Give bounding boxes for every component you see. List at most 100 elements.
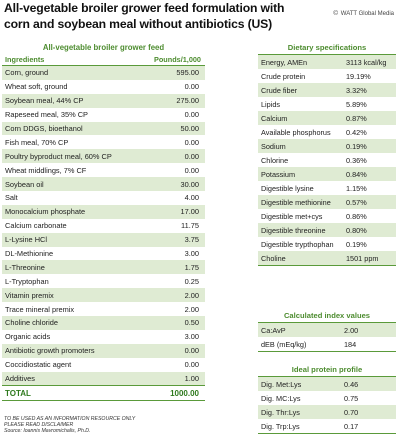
- row-value: 0.75: [344, 393, 359, 403]
- row-label: Poultry byproduct meal, 60% CP: [5, 151, 112, 161]
- row-label: Corn, ground: [5, 68, 49, 78]
- table-row: Choline 1501 ppm: [258, 251, 396, 265]
- table-row: Dig. Trp:Lys 0.17: [258, 419, 396, 433]
- table-row: Corn, ground 595.00: [2, 66, 205, 80]
- table-row: Rapeseed meal, 35% CP 0.00: [2, 108, 205, 122]
- row-label: Potassium: [261, 169, 296, 179]
- row-label: Antibiotic growth promoters: [5, 346, 95, 356]
- row-value: 0.00: [184, 110, 199, 120]
- table-row: Digestible methionine 0.57%: [258, 195, 396, 209]
- table-row: Chlorine 0.36%: [258, 153, 396, 167]
- table-row: Monocalcium phosphate 17.00: [2, 204, 205, 219]
- row-value: 0.46: [344, 379, 359, 389]
- row-value: 3113 kcal/kg: [346, 57, 387, 67]
- row-label: Wheat soft, ground: [5, 82, 68, 92]
- row-label: Calcium carbonate: [5, 221, 67, 231]
- index-heading: Calculated index values: [258, 311, 396, 323]
- row-label: Chlorine: [261, 155, 289, 165]
- col-ingredients: Ingredients: [5, 55, 45, 64]
- row-value: 0.17: [344, 421, 359, 431]
- table-row: Vitamin premix 2.00: [2, 288, 205, 303]
- row-label: dEB (mEq/kg): [261, 339, 307, 349]
- total-value: 1000.00: [170, 388, 199, 398]
- table-row: Dig. Thr:Lys 0.70: [258, 405, 396, 419]
- row-value: 0.70: [344, 407, 359, 417]
- row-value: 0.36%: [346, 155, 367, 165]
- row-label: Digestible methionine: [261, 197, 331, 207]
- table-row: Coccidiostatic agent 0.00: [2, 358, 205, 372]
- table-row: Calcium 0.87%: [258, 111, 396, 125]
- row-value: 1501 ppm: [346, 253, 379, 263]
- row-value: 3.32%: [346, 85, 367, 95]
- protein-heading: Ideal protein profile: [258, 365, 396, 377]
- protein-rows: Dig. Met:Lys 0.46 Dig. MC:Lys 0.75 Dig. Thr:…: [258, 377, 396, 434]
- row-value: 0.42%: [346, 127, 367, 137]
- row-value: 0.00: [184, 360, 199, 370]
- table-row: Additives 1.00: [2, 371, 205, 386]
- row-value: 0.00: [184, 137, 199, 147]
- row-label: Rapeseed meal, 35% CP: [5, 110, 88, 120]
- copyright-icon: ©: [333, 10, 339, 17]
- row-label: Corn DDGS, bioethanol: [5, 124, 83, 133]
- row-label: L-Threonine: [5, 262, 45, 272]
- table-row: dEB (mEq/kg) 184: [258, 337, 396, 351]
- table-row: Choline chloride 0.50: [2, 316, 205, 330]
- feed-table-heading: All-vegetable broiler grower feed: [42, 43, 165, 52]
- table-row: Available phosphorus 0.42%: [258, 125, 396, 139]
- row-value: 275.00: [176, 96, 199, 106]
- row-value: 5.89%: [346, 99, 367, 109]
- col-pounds: Pounds/1,000: [153, 55, 201, 64]
- row-label: DL-Methionine: [5, 249, 54, 259]
- feed-rows: Corn, ground 595.00 Wheat soft, ground 0.00…: [2, 66, 205, 386]
- table-row: Crude protein 19.19%: [258, 69, 396, 83]
- row-label: Fish meal, 70% CP: [5, 137, 69, 147]
- table-row: L-Threonine 1.75: [2, 260, 205, 275]
- row-label: Digestible threonine: [261, 225, 326, 235]
- row-label: Wheat middlings, 7% CF: [5, 165, 87, 175]
- table-row: Soybean oil 30.00: [2, 177, 205, 192]
- table-row: Fish meal, 70% CP 0.00: [2, 135, 205, 149]
- row-value: 0.19%: [346, 141, 367, 151]
- table-row: Antibiotic growth promoters 0.00: [2, 343, 205, 358]
- row-label: Crude fiber: [261, 85, 298, 95]
- row-label: Digestible lysine: [261, 183, 314, 193]
- row-label: Soybean oil: [5, 179, 44, 189]
- row-value: 17.00: [180, 207, 200, 217]
- row-label: Ca:AvP: [261, 325, 286, 335]
- row-label: Trace mineral premix: [5, 304, 75, 314]
- table-row: Wheat soft, ground 0.00: [2, 80, 205, 94]
- table-row: DL-Methionine 3.00: [2, 247, 205, 261]
- row-label: Vitamin premix: [5, 290, 54, 300]
- page-title: All-vegetable broiler grower feed formul…: [4, 1, 285, 31]
- dietary-heading: Dietary specifications: [258, 43, 396, 55]
- row-value: 2.00: [184, 290, 199, 300]
- row-label: Monocalcium phosphate: [5, 207, 86, 217]
- feed-table-header: Ingredients Pounds/1,000: [2, 54, 205, 66]
- table-row: Energy, AMEn 3113 kcal/kg: [258, 55, 396, 69]
- row-label: Crude protein: [261, 71, 306, 81]
- table-row: Potassium 0.84%: [258, 167, 396, 181]
- table-row: Ca:AvP 2.00: [258, 323, 396, 337]
- row-value: 0.80%: [346, 225, 367, 235]
- row-label: Additives: [5, 374, 35, 384]
- row-value: 30.00: [180, 179, 200, 189]
- row-label: Choline chloride: [5, 318, 58, 328]
- row-value: 0.86%: [346, 211, 367, 221]
- credit: © WATT Global Media: [333, 10, 394, 17]
- row-label: Dig. Trp:Lys: [261, 421, 300, 431]
- row-label: Choline: [261, 253, 286, 263]
- row-label: Soybean meal, 44% CP: [5, 96, 84, 106]
- row-value: 0.57%: [346, 197, 367, 207]
- row-value: 0.87%: [346, 113, 367, 123]
- row-label: L-Tryptophan: [5, 276, 49, 286]
- row-label: Coccidiostatic agent: [5, 360, 72, 370]
- row-label: Dig. Thr:Lys: [261, 407, 300, 417]
- table-row: Dig. Met:Lys 0.46: [258, 377, 396, 391]
- row-value: 595.00: [176, 68, 199, 78]
- total-row: TOTAL 1000.00: [2, 385, 205, 402]
- row-value: 0.00: [184, 151, 199, 161]
- dietary-rows: Energy, AMEn 3113 kcal/kg Crude protein 19.…: [258, 55, 396, 266]
- row-label: Calcium: [261, 113, 288, 123]
- table-row: Digestible threonine 0.80%: [258, 223, 396, 237]
- row-value: 0.25: [184, 276, 199, 286]
